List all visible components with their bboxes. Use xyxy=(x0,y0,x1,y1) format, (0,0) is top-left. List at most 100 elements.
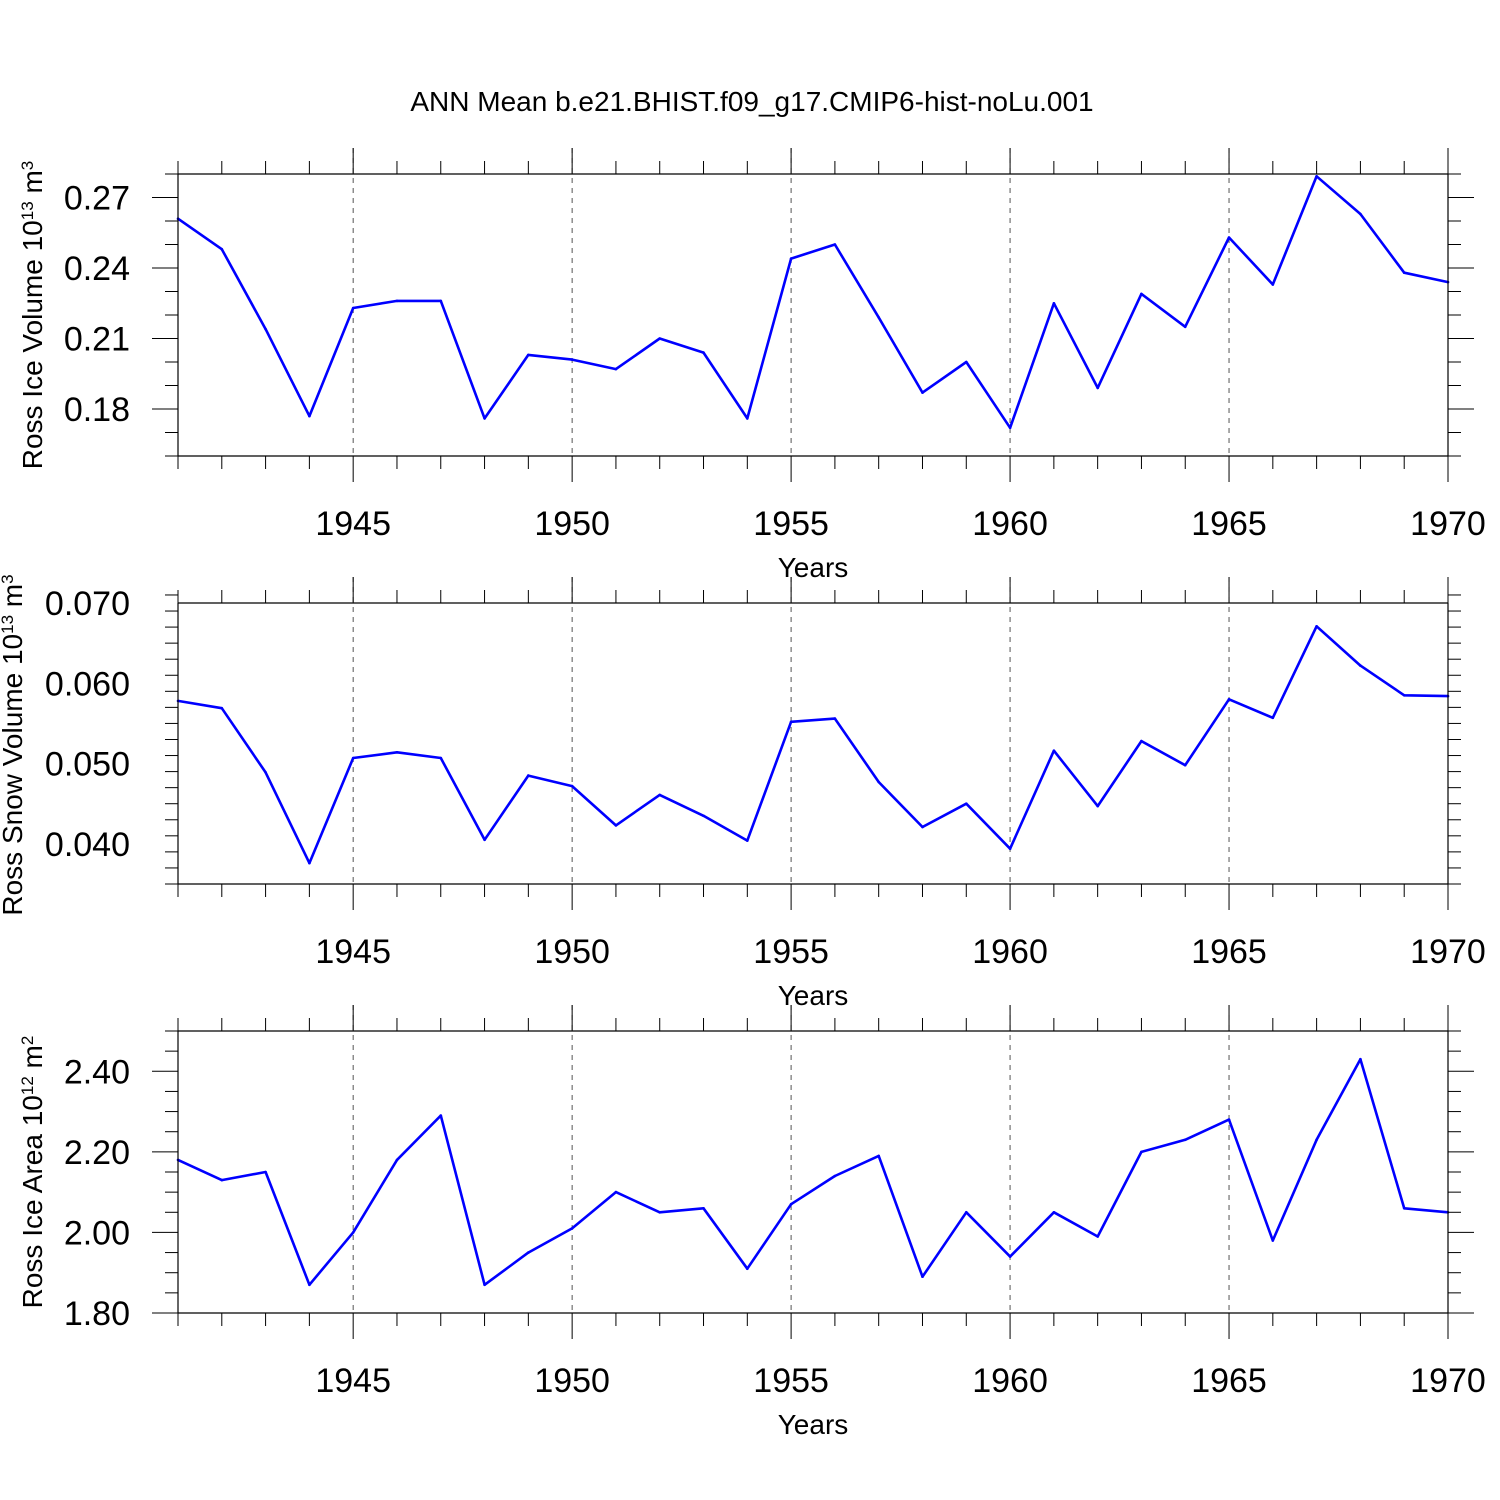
ice-volume-point-1949 xyxy=(527,353,530,357)
snow-volume-series-group xyxy=(176,624,1450,865)
snow-volume-x-tick-label-1970: 1970 xyxy=(1410,933,1486,971)
ice-area-point-1968 xyxy=(1359,1057,1362,1061)
ice-area-point-1958 xyxy=(921,1275,924,1278)
snow-volume-point-1942 xyxy=(220,706,224,710)
ice-area-point-1945 xyxy=(351,1231,355,1234)
ice-area-x-axis: 1945 1950 1955 1960 1965 1970 xyxy=(177,1005,1486,1400)
ice-area-point-1947 xyxy=(439,1114,443,1117)
snow-volume-point-1953 xyxy=(702,814,705,818)
ice-volume-x-tick-label-1960: 1960 xyxy=(972,505,1048,543)
ice-area-series-line xyxy=(177,1057,1449,1287)
ice-volume-point-1958 xyxy=(921,391,924,394)
ice-volume-x-tick-label-1950: 1950 xyxy=(534,505,610,543)
ice-volume-point-1943 xyxy=(264,327,267,331)
ice-area-point-1950 xyxy=(570,1227,574,1230)
ice-volume-point-1944 xyxy=(308,414,311,418)
snow-volume-point-1956 xyxy=(833,717,837,720)
ice-area-point-1963 xyxy=(1140,1150,1143,1154)
snow-volume-x-axis-label: Years xyxy=(778,980,849,1011)
ice-area-point-1956 xyxy=(833,1174,837,1178)
chart-title: ANN Mean b.e21.BHIST.f09_g17.CMIP6-hist-… xyxy=(410,86,1093,117)
ice-volume-point-1951 xyxy=(614,367,618,371)
ice-area-x-axis-label: Years xyxy=(778,1409,849,1440)
ice-volume-point-1955 xyxy=(789,257,793,260)
ice-volume-x-axis-label: Years xyxy=(778,552,849,583)
ice-volume-point-1967 xyxy=(1315,175,1318,178)
snow-volume-frame xyxy=(177,602,1449,885)
ice-volume-point-1965 xyxy=(1227,236,1231,239)
ice-area-panel: 1945 1950 1955 1960 1965 1970 1.80 2.00 2.20 2.4… xyxy=(17,1005,1486,1440)
snow-volume-point-1959 xyxy=(965,802,968,805)
ice-volume-point-1962 xyxy=(1096,386,1099,390)
ice-area-y-tick-label-2.20: 2.20 xyxy=(64,1134,130,1172)
snow-volume-y-tick-label-0.060: 0.060 xyxy=(45,665,130,703)
snow-volume-x-tick-label-1965: 1965 xyxy=(1191,933,1267,971)
ice-area-y-axis: 1.80 2.00 2.20 2.40 xyxy=(64,1030,1474,1333)
ice-area-x-tick-label-1965: 1965 xyxy=(1191,1362,1267,1400)
snow-volume-point-1957 xyxy=(877,780,880,784)
ice-volume-y-axis-label: Ross Ice Volume 1013 m3 xyxy=(17,161,48,470)
ice-volume-x-tick-label-1955: 1955 xyxy=(753,505,829,543)
ice-area-point-1944 xyxy=(308,1283,311,1287)
ice-volume-panel: 1945 1950 1955 1960 1965 1970 0.18 0.21 0.24 0.2… xyxy=(17,148,1486,583)
snow-volume-x-tick-label-1960: 1960 xyxy=(972,933,1048,971)
ice-area-series-group xyxy=(176,1057,1450,1287)
ice-volume-y-tick-label-0.18: 0.18 xyxy=(64,391,130,429)
snow-volume-point-1946 xyxy=(395,751,399,754)
snow-volume-point-1962 xyxy=(1096,804,1099,808)
ice-area-grid xyxy=(352,1005,1230,1313)
ice-area-point-1969 xyxy=(1402,1207,1406,1210)
ice-area-point-1952 xyxy=(658,1211,661,1214)
ice-area-x-tick-label-1950: 1950 xyxy=(534,1362,610,1400)
ice-volume-point-1963 xyxy=(1140,292,1143,296)
ice-volume-y-tick-label-0.24: 0.24 xyxy=(64,250,130,288)
snow-volume-point-1948 xyxy=(483,838,486,842)
snow-volume-point-1951 xyxy=(614,824,618,827)
ice-area-point-1951 xyxy=(614,1190,618,1194)
snow-volume-point-1967 xyxy=(1315,625,1318,628)
snow-volume-point-1949 xyxy=(527,774,530,777)
snow-volume-point-1960 xyxy=(1008,847,1012,850)
snow-volume-point-1950 xyxy=(570,784,574,788)
ice-area-point-1943 xyxy=(264,1170,267,1174)
snow-volume-point-1954 xyxy=(746,839,749,842)
ice-volume-point-1942 xyxy=(220,247,224,251)
ice-area-point-1949 xyxy=(527,1251,530,1254)
ice-area-x-tick-label-1960: 1960 xyxy=(972,1362,1048,1400)
ice-volume-y-axis: 0.18 0.21 0.24 0.27 xyxy=(64,173,1474,457)
ice-area-point-1946 xyxy=(395,1158,399,1162)
ice-area-point-1960 xyxy=(1008,1255,1012,1258)
ice-area-x-tick-label-1945: 1945 xyxy=(315,1362,391,1400)
ice-volume-grid xyxy=(352,148,1230,456)
ice-area-x-tick-label-1970: 1970 xyxy=(1410,1362,1486,1400)
snow-volume-panel: 1945 1950 1955 1960 1965 1970 0.040 0.050 0.060… xyxy=(0,574,1486,1011)
snow-volume-point-1965 xyxy=(1227,698,1231,701)
snow-volume-point-1968 xyxy=(1359,664,1362,667)
snow-volume-y-tick-label-0.070: 0.070 xyxy=(45,585,130,623)
snow-volume-x-tick-label-1945: 1945 xyxy=(315,933,391,971)
ice-area-point-1959 xyxy=(965,1211,968,1214)
snow-volume-point-1969 xyxy=(1402,694,1406,697)
ice-area-y-tick-label-1.80: 1.80 xyxy=(64,1295,130,1333)
ice-area-point-1955 xyxy=(789,1202,793,1206)
snow-volume-y-tick-label-0.050: 0.050 xyxy=(45,746,130,784)
ice-area-point-1965 xyxy=(1227,1118,1231,1121)
snow-volume-y-axis: 0.040 0.050 0.060 0.070 xyxy=(45,585,1461,885)
ice-area-point-1948 xyxy=(483,1283,486,1287)
snow-volume-point-1966 xyxy=(1271,716,1275,720)
ice-area-point-1961 xyxy=(1052,1211,1056,1214)
ice-volume-point-1954 xyxy=(746,417,749,420)
ice-area-point-1967 xyxy=(1315,1138,1318,1142)
snow-volume-x-tick-label-1950: 1950 xyxy=(534,933,610,971)
ice-area-point-1954 xyxy=(746,1267,749,1270)
snow-volume-x-axis: 1945 1950 1955 1960 1965 1970 xyxy=(177,577,1486,971)
ice-volume-point-1945 xyxy=(351,306,355,310)
ice-area-y-tick-label-2.00: 2.00 xyxy=(64,1214,130,1252)
snow-volume-series-line xyxy=(177,624,1449,865)
ice-volume-point-1952 xyxy=(658,337,661,340)
snow-volume-point-1963 xyxy=(1140,739,1143,743)
snow-volume-point-1945 xyxy=(351,756,355,760)
ice-volume-y-tick-label-0.27: 0.27 xyxy=(64,180,130,218)
snow-volume-point-1952 xyxy=(658,793,661,797)
